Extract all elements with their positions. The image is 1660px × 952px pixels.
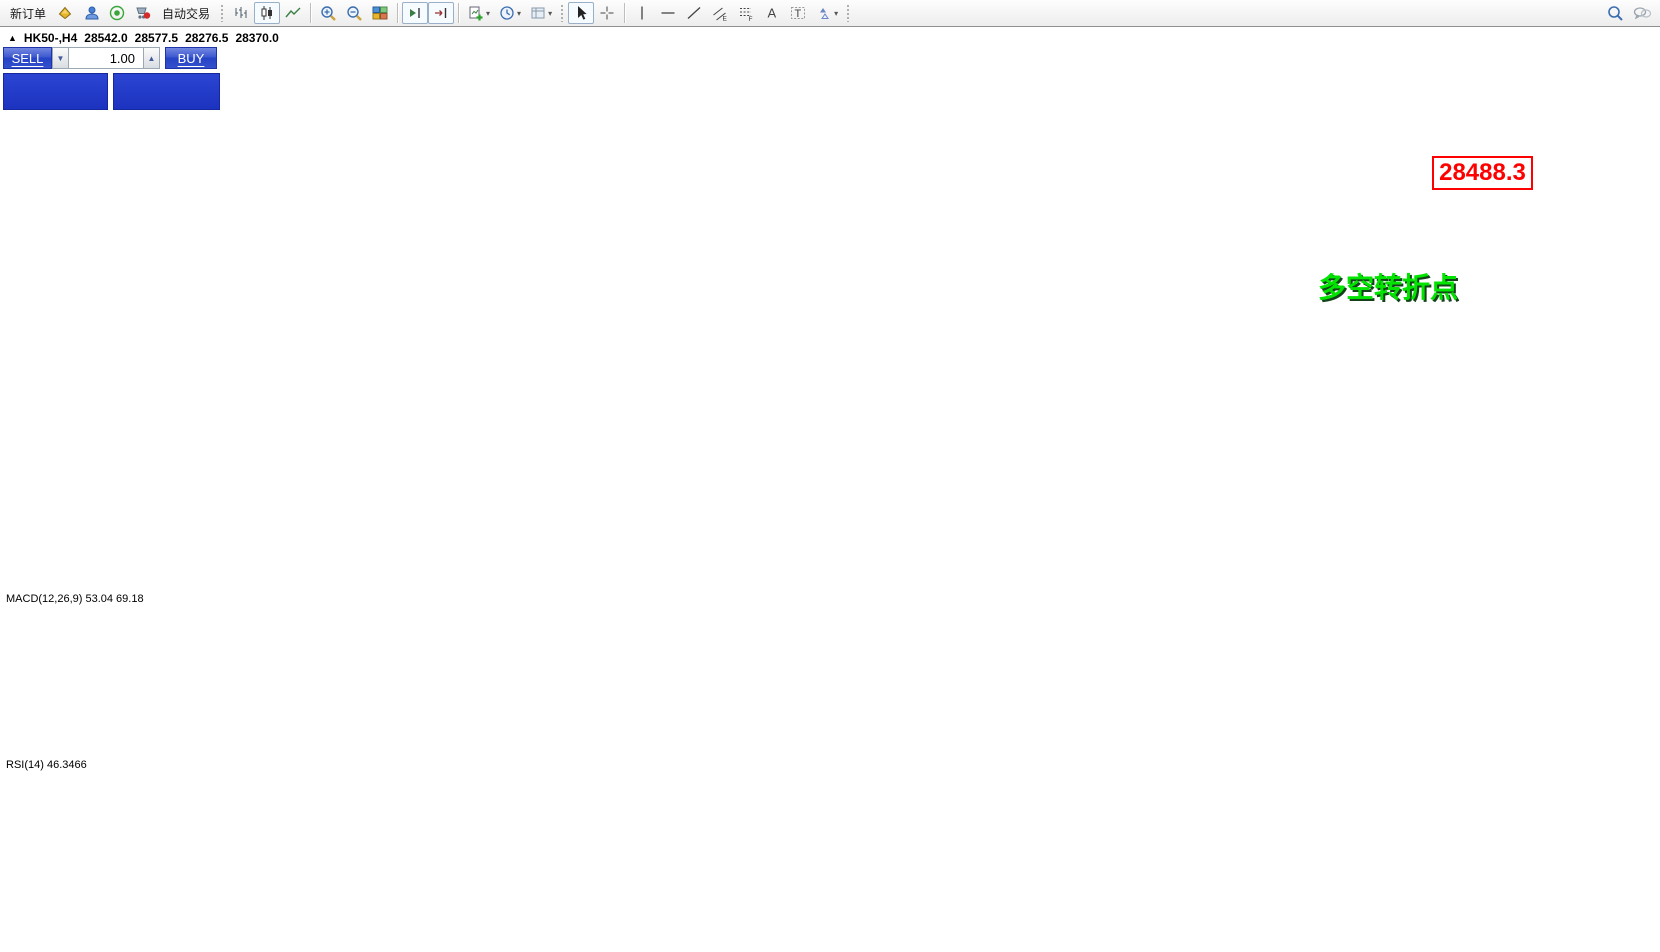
ohlc-close: 28370.0	[235, 31, 279, 45]
template-icon[interactable]: ▾	[525, 2, 556, 24]
chevron-down-icon: ▾	[548, 8, 553, 18]
macd-label: MACD(12,26,9) 53.04 69.18	[6, 593, 144, 605]
blue-profile-icon[interactable]	[78, 2, 104, 24]
volume-input[interactable]	[69, 47, 143, 69]
tile-windows-icon[interactable]	[367, 2, 393, 24]
vertical-line-icon[interactable]	[629, 2, 655, 24]
chart-info-line: ▲ HK50-,H4 28542.0 28577.5 28276.5 28370…	[8, 31, 279, 45]
horizontal-line-icon[interactable]	[655, 2, 681, 24]
chart-shift-icon[interactable]	[428, 2, 455, 24]
label-icon[interactable]: T	[785, 2, 811, 24]
spinner-down-icon: ▼	[56, 53, 65, 63]
symbol-period: HK50-,H4	[23, 31, 78, 45]
auto-scroll-icon[interactable]	[402, 2, 429, 24]
new-order-button[interactable]: 新订单	[4, 2, 52, 24]
chevron-down-icon: ▾	[486, 8, 491, 18]
volume-increase-button[interactable]: ▲	[143, 47, 160, 69]
chevron-down-icon: ▾	[834, 8, 839, 18]
one-click-trading-panel: SELL ▼ ▲ BUY	[3, 47, 221, 110]
buy-button[interactable]: BUY	[165, 47, 217, 69]
zoom-in-icon[interactable]	[315, 2, 341, 24]
bar-chart-icon[interactable]	[228, 2, 254, 24]
ask-price-panel[interactable]	[113, 73, 220, 110]
auto-trading-button[interactable]: 自动交易	[156, 2, 216, 24]
pivot-point-annotation[interactable]: 多空转折点	[1318, 272, 1459, 303]
fibonacci-icon[interactable]: F	[733, 2, 759, 24]
search-icon[interactable]	[1602, 2, 1628, 24]
fibo-letter: F	[749, 16, 753, 22]
auto-trading-icon[interactable]	[130, 2, 156, 24]
text-letter: A	[768, 6, 777, 21]
add-indicator-icon[interactable]: ▾	[463, 2, 494, 24]
equidistant-channel-icon[interactable]: E	[707, 2, 733, 24]
rsi-label: RSI(14) 46.3466	[6, 759, 87, 771]
chevron-down-icon: ▾	[517, 8, 522, 18]
zoom-out-icon[interactable]	[341, 2, 367, 24]
buy-label: BUY	[177, 50, 205, 66]
gold-badge-icon[interactable]	[52, 2, 78, 24]
channel-letter: E	[723, 16, 728, 23]
sell-label: SELL	[11, 50, 44, 66]
top-toolbar: 新订单 自动交易 ▾ ▾	[0, 0, 1660, 27]
ohlc-low: 28276.5	[185, 31, 229, 45]
period-clock-icon[interactable]: ▾	[494, 2, 525, 24]
trendline-icon[interactable]	[681, 2, 707, 24]
price-callout-box[interactable]: 28488.3	[1432, 156, 1533, 190]
green-signal-icon[interactable]	[104, 2, 130, 24]
toolbar-grip[interactable]	[220, 4, 225, 22]
spinner-up-icon: ▲	[147, 53, 156, 63]
candlestick-chart-icon[interactable]	[254, 2, 281, 24]
crosshair-icon[interactable]	[594, 2, 620, 24]
sell-button[interactable]: SELL	[3, 47, 52, 69]
label-letter: T	[795, 8, 802, 20]
line-chart-icon[interactable]	[280, 2, 306, 24]
collapse-panel-arrow[interactable]: ▲	[8, 33, 17, 43]
ohlc-open: 28542.0	[84, 31, 128, 45]
text-icon[interactable]: A	[759, 2, 785, 24]
auto-trading-label: 自动交易	[162, 6, 211, 21]
new-order-label: 新订单	[10, 6, 47, 21]
ohlc-high: 28577.5	[134, 31, 179, 45]
bid-price-panel[interactable]	[3, 73, 108, 110]
toolbar-grip[interactable]	[560, 4, 565, 22]
shapes-icon[interactable]: ▾	[811, 2, 842, 24]
cursor-icon[interactable]	[568, 2, 595, 24]
chat-icon[interactable]	[1628, 2, 1656, 24]
volume-decrease-button[interactable]: ▼	[52, 47, 69, 69]
toolbar-grip[interactable]	[846, 4, 851, 22]
